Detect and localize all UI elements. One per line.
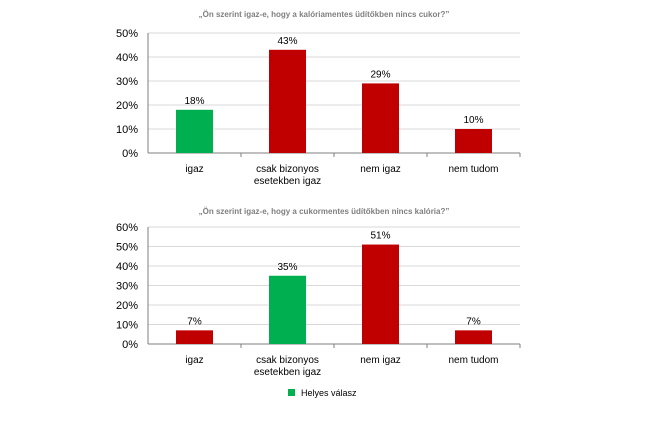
x-tick-label: nem tudom — [448, 355, 498, 366]
chart-sugar-free: „Ön szerint igaz-e, hogy a cukormentes ü… — [116, 207, 521, 378]
chart-title: „Ön szerint igaz-e, hogy a cukormentes ü… — [199, 207, 450, 216]
y-tick-label: 30% — [116, 76, 138, 88]
y-tick-label: 10% — [116, 320, 138, 332]
data-label: 18% — [184, 96, 204, 107]
x-tick-label: nem tudom — [448, 164, 498, 175]
bar — [362, 83, 399, 153]
data-label: 51% — [370, 231, 390, 242]
x-tick-label: nem igaz — [360, 355, 401, 366]
bar — [455, 330, 492, 344]
y-tick-label: 20% — [116, 300, 138, 312]
data-label: 7% — [466, 316, 481, 327]
x-tick-label: csak bizonyos esetekben igaz — [254, 164, 321, 187]
y-tick-label: 0% — [122, 148, 138, 160]
data-label: 43% — [277, 36, 297, 47]
data-label: 10% — [463, 115, 483, 126]
y-tick-label: 40% — [116, 52, 138, 64]
bar — [269, 49, 306, 153]
data-label: 35% — [277, 262, 297, 273]
data-label: 7% — [187, 316, 202, 327]
y-tick-label: 40% — [116, 261, 138, 273]
y-tick-label: 30% — [116, 281, 138, 293]
legend-label: Helyes válasz — [301, 388, 357, 398]
chart-title: „Ön szerint igaz-e, hogy a kalóriamentes… — [199, 10, 450, 19]
y-tick-label: 60% — [116, 222, 138, 234]
data-label: 29% — [370, 69, 390, 80]
y-tick-label: 20% — [116, 100, 138, 112]
y-tick-label: 50% — [116, 242, 138, 254]
y-tick-label: 0% — [122, 339, 138, 351]
bar — [455, 129, 492, 153]
x-tick-label: csak bizonyos esetekben igaz — [254, 355, 321, 378]
bar — [269, 275, 306, 344]
y-tick-label: 10% — [116, 124, 138, 136]
chart-calorie-free: „Ön szerint igaz-e, hogy a kalóriamentes… — [116, 10, 521, 187]
y-tick-label: 50% — [116, 28, 138, 40]
x-tick-label: igaz — [185, 164, 203, 175]
legend: Helyes válasz — [288, 388, 357, 398]
bar — [176, 330, 213, 344]
bar — [176, 109, 213, 153]
legend-swatch — [288, 389, 295, 396]
x-tick-label: nem igaz — [360, 164, 401, 175]
x-tick-label: igaz — [185, 355, 203, 366]
bar — [362, 244, 399, 344]
